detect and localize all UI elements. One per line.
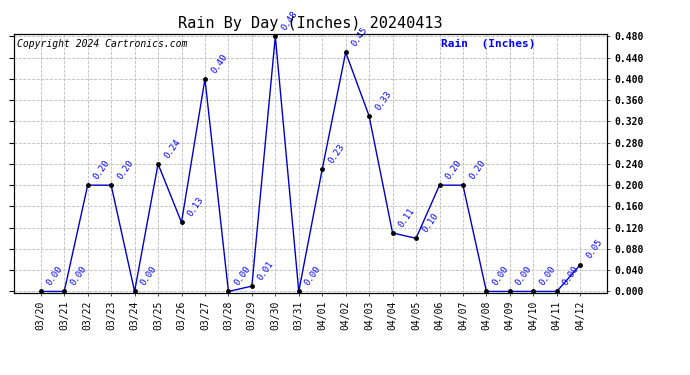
Text: 0.11: 0.11 — [397, 206, 417, 229]
Text: 0.00: 0.00 — [45, 264, 65, 287]
Text: 0.20: 0.20 — [444, 158, 464, 181]
Text: 0.00: 0.00 — [303, 264, 323, 287]
Text: 0.00: 0.00 — [68, 264, 88, 287]
Text: 0.24: 0.24 — [162, 137, 182, 160]
Text: 0.00: 0.00 — [233, 264, 253, 287]
Text: 0.01: 0.01 — [256, 259, 276, 282]
Text: 0.00: 0.00 — [514, 264, 534, 287]
Text: 0.00: 0.00 — [491, 264, 511, 287]
Text: 0.33: 0.33 — [373, 89, 393, 112]
Text: 0.00: 0.00 — [139, 264, 159, 287]
Text: Copyright 2024 Cartronics.com: Copyright 2024 Cartronics.com — [17, 39, 187, 49]
Text: 0.10: 0.10 — [420, 211, 440, 234]
Text: Rain  (Inches): Rain (Inches) — [441, 39, 535, 49]
Text: 0.00: 0.00 — [538, 264, 558, 287]
Text: 0.40: 0.40 — [209, 52, 229, 75]
Text: 0.00: 0.00 — [561, 264, 581, 287]
Text: 0.05: 0.05 — [584, 238, 604, 261]
Text: 0.20: 0.20 — [92, 158, 112, 181]
Text: 0.20: 0.20 — [115, 158, 135, 181]
Text: 0.23: 0.23 — [326, 142, 346, 165]
Text: 0.20: 0.20 — [467, 158, 487, 181]
Text: 0.45: 0.45 — [350, 26, 370, 48]
Text: 0.48: 0.48 — [279, 9, 299, 32]
Title: Rain By Day (Inches) 20240413: Rain By Day (Inches) 20240413 — [178, 16, 443, 31]
Text: 0.13: 0.13 — [186, 195, 206, 218]
